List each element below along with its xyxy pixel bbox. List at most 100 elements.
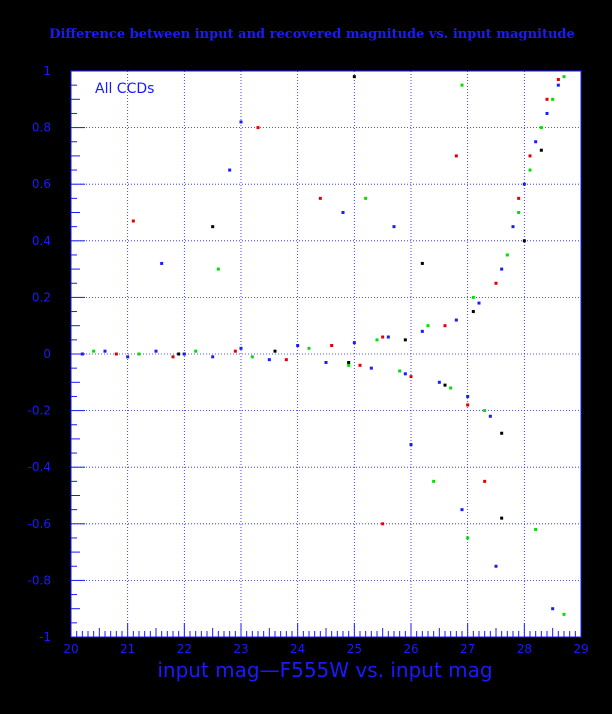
x-tick-label: 28 xyxy=(517,642,532,656)
x-axis-tick-labels: 20 21 22 23 24 25 26 27 28 29 xyxy=(63,642,588,656)
y-tick-label: -1 xyxy=(39,630,51,644)
data-point xyxy=(551,97,555,101)
data-point xyxy=(437,380,441,384)
x-tick-label: 29 xyxy=(573,642,588,656)
data-point xyxy=(477,301,481,305)
data-point xyxy=(420,261,424,265)
data-point xyxy=(103,349,107,353)
data-point xyxy=(500,267,504,271)
data-point xyxy=(211,225,215,229)
y-axis-tick-labels: -1 -0.8 -0.6 -0.4 -0.2 0 0.2 0.4 0.6 0.8 1 xyxy=(28,64,51,644)
data-point xyxy=(137,352,141,356)
data-point xyxy=(352,75,356,79)
y-tick-label: -0.8 xyxy=(28,573,51,587)
data-point xyxy=(556,83,560,87)
data-point xyxy=(449,386,453,390)
y-tick-label: 1 xyxy=(43,64,51,78)
data-point xyxy=(505,253,509,257)
data-point xyxy=(307,346,311,350)
x-tick-label: 25 xyxy=(347,642,362,656)
data-point xyxy=(471,295,475,299)
data-point xyxy=(398,369,402,373)
x-tick-label: 24 xyxy=(290,642,305,656)
data-point xyxy=(284,358,288,362)
data-point xyxy=(154,349,158,353)
data-point xyxy=(171,355,175,359)
data-point xyxy=(494,564,498,568)
data-point xyxy=(381,522,385,526)
data-point xyxy=(454,154,458,158)
data-point xyxy=(330,344,334,348)
series-2 xyxy=(114,77,560,526)
data-point xyxy=(131,219,135,223)
y-tick-label: 0.4 xyxy=(32,234,51,248)
data-point xyxy=(432,479,436,483)
data-point xyxy=(239,346,243,350)
y-tick-label: 0.6 xyxy=(32,177,51,191)
data-point xyxy=(466,403,470,407)
data-point xyxy=(250,355,254,359)
ccd-annotation: All CCDs xyxy=(95,81,154,97)
data-point xyxy=(443,383,447,387)
data-point xyxy=(517,196,521,200)
x-tick-label: 22 xyxy=(177,642,192,656)
data-point xyxy=(420,329,424,333)
data-point xyxy=(273,349,277,353)
data-point xyxy=(539,126,543,130)
data-point xyxy=(228,168,232,172)
y-tick-label: -0.4 xyxy=(28,460,51,474)
axis-ticks xyxy=(70,70,582,638)
data-point xyxy=(409,375,413,379)
data-point xyxy=(375,338,379,342)
data-point xyxy=(500,431,504,435)
data-point xyxy=(460,83,464,87)
data-point xyxy=(534,140,538,144)
data-point xyxy=(392,225,396,229)
data-point xyxy=(443,324,447,328)
data-point xyxy=(267,358,271,362)
data-point xyxy=(403,338,407,342)
data-point xyxy=(562,75,566,79)
data-point xyxy=(500,516,504,520)
data-point xyxy=(381,335,385,339)
data-point xyxy=(194,349,198,353)
data-point xyxy=(562,612,566,616)
data-point xyxy=(556,77,560,81)
data-point xyxy=(528,168,532,172)
data-point xyxy=(522,182,526,186)
data-point xyxy=(352,341,356,345)
data-point xyxy=(324,360,328,364)
data-point xyxy=(114,352,118,356)
x-axis-label: input mag—F555W vs. input mag xyxy=(157,658,492,682)
data-point xyxy=(483,409,487,413)
data-point xyxy=(211,355,215,359)
data-point xyxy=(256,126,260,130)
x-tick-label: 23 xyxy=(233,642,248,656)
data-point xyxy=(296,344,300,348)
series-3 xyxy=(177,75,543,520)
data-point xyxy=(460,508,464,512)
data-point xyxy=(364,196,368,200)
data-point xyxy=(517,211,521,214)
y-tick-label: -0.2 xyxy=(28,404,51,418)
data-point xyxy=(528,154,532,158)
data-point xyxy=(466,394,470,398)
y-tick-label: 0 xyxy=(43,347,51,361)
data-point xyxy=(471,310,475,314)
y-tick-label: 0.8 xyxy=(32,121,51,135)
data-point xyxy=(403,372,407,376)
data-point xyxy=(488,414,492,418)
x-tick-label: 21 xyxy=(120,642,135,656)
data-point xyxy=(551,607,555,611)
data-point xyxy=(545,111,549,115)
data-point xyxy=(409,443,413,447)
data-point xyxy=(483,479,487,483)
data-point xyxy=(92,349,96,353)
data-point xyxy=(347,363,351,367)
data-point xyxy=(545,97,549,101)
data-point xyxy=(511,225,515,229)
data-point xyxy=(177,352,181,356)
grid-lines xyxy=(71,71,581,637)
